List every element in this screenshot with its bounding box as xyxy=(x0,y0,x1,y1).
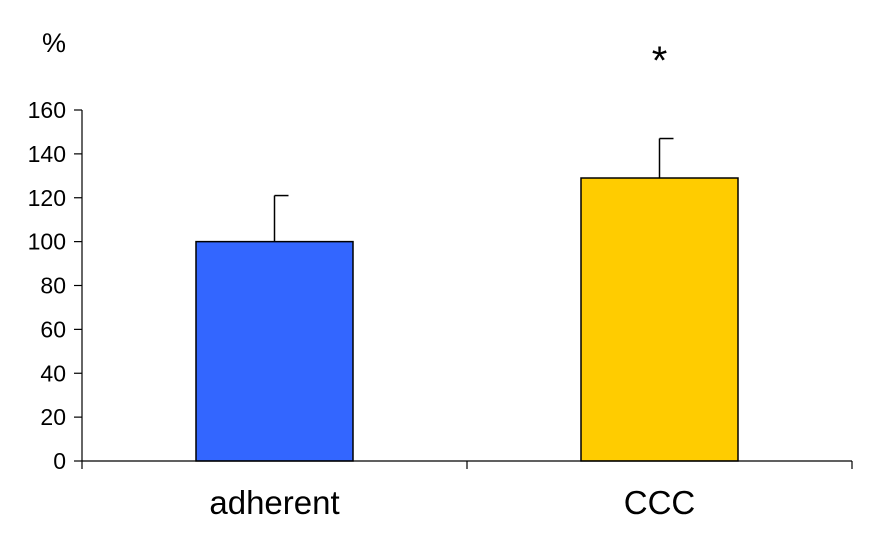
y-tick-label: 20 xyxy=(40,404,66,430)
x-axis-ticks xyxy=(81,461,853,469)
annotations: * xyxy=(652,39,668,83)
x-category-label: CCC xyxy=(624,484,696,521)
y-tick-label: 160 xyxy=(28,97,66,123)
y-tick-label: 120 xyxy=(28,185,66,211)
y-tick-label: 40 xyxy=(40,360,66,386)
y-tick-label: 100 xyxy=(28,229,66,255)
y-tick-label: 60 xyxy=(40,316,66,342)
bar-adherent xyxy=(195,240,354,462)
y-axis-unit-label: % xyxy=(42,28,66,58)
x-axis-labels: adherent CCC xyxy=(209,484,695,521)
y-tick-label: 80 xyxy=(40,273,66,299)
bar-ccc xyxy=(580,177,739,462)
error-bars xyxy=(273,137,674,242)
y-tick-label: 0 xyxy=(53,448,66,474)
significance-marker: * xyxy=(652,39,668,83)
x-category-label: adherent xyxy=(209,484,339,521)
y-axis-ticks: 0 20 40 60 80 100 120 140 160 xyxy=(28,97,82,474)
bars xyxy=(195,177,739,462)
y-tick-label: 140 xyxy=(28,141,66,167)
